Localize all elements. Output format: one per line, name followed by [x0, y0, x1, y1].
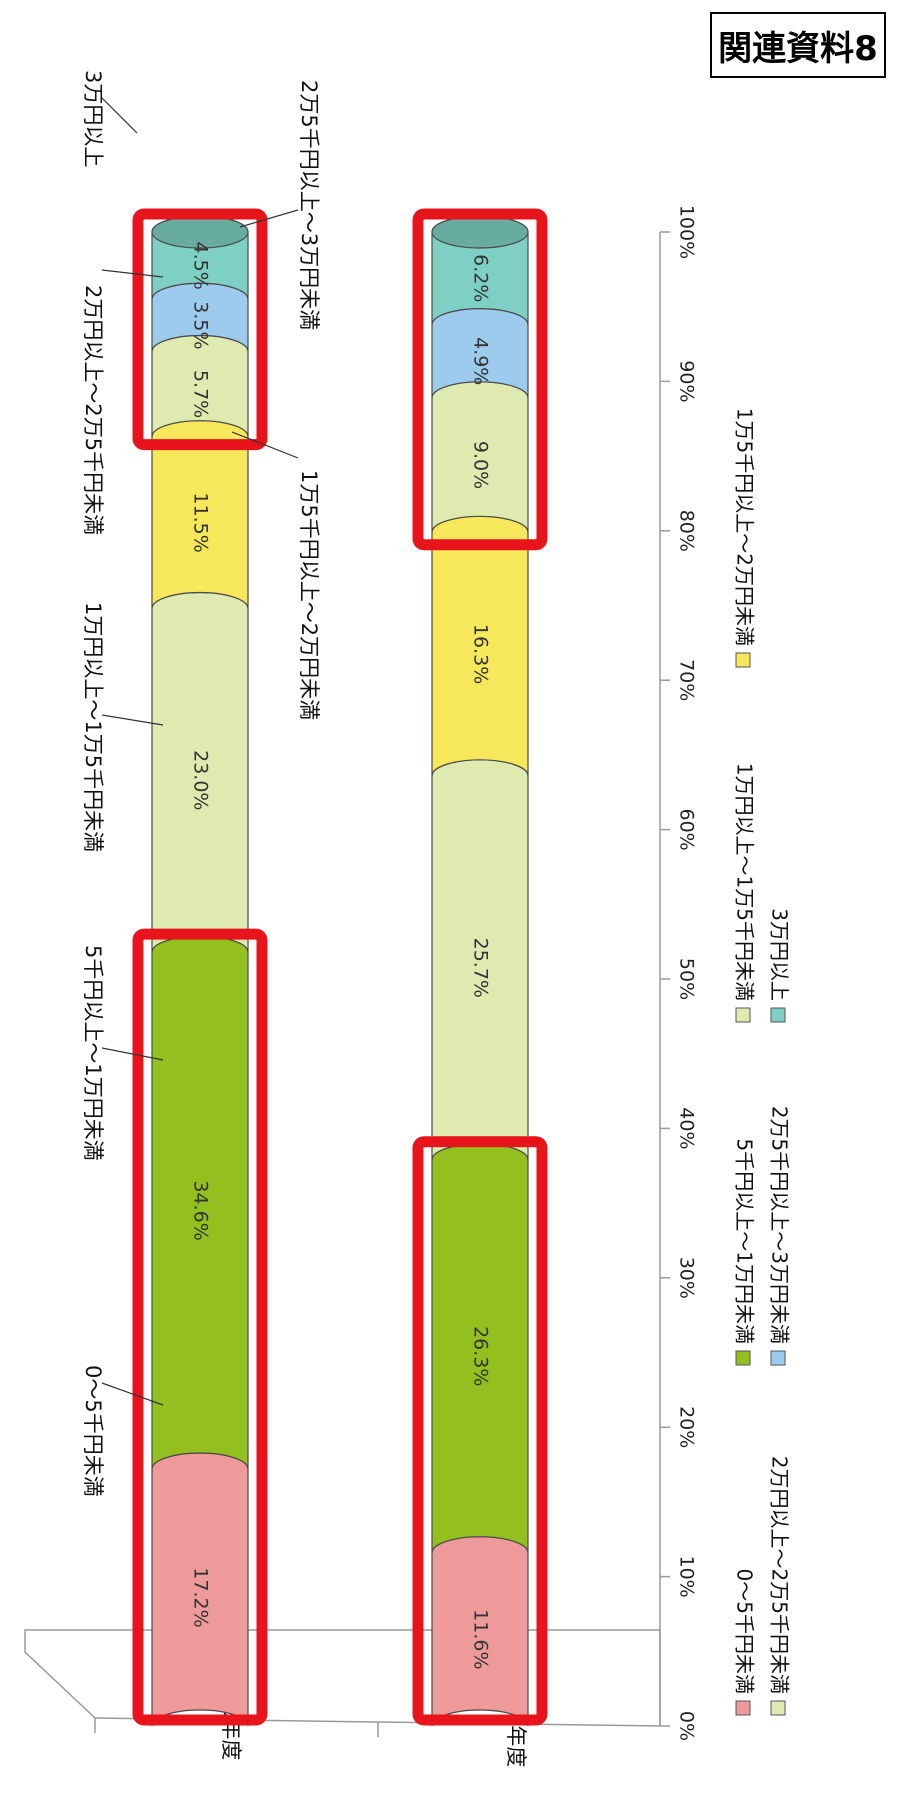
- tick-label: 30%: [676, 1257, 698, 1299]
- highlight-boxes: [132, 208, 548, 1726]
- bars: 17.2% 34.6% 23.0% 11.5% 5.7% 3.5% 4.5% 11.6% 26.…: [151, 215, 529, 1727]
- data-label: 26.3%: [470, 1326, 492, 1386]
- highlight-box: [132, 208, 268, 451]
- legend-swatch: [770, 1700, 786, 1716]
- data-label: 9.0%: [470, 441, 492, 489]
- leader-line: [101, 269, 164, 278]
- data-label: 11.5%: [190, 492, 212, 552]
- leader-line: [101, 97, 138, 134]
- legend-swatch: [735, 652, 751, 668]
- data-label: 17.2%: [190, 1567, 212, 1627]
- document-badge: 関連資料8: [710, 12, 886, 78]
- floor-outline: [24, 1629, 661, 1726]
- annotation-label: 2万円以上～2万5千円未満: [81, 285, 105, 535]
- data-label: 4.9%: [470, 337, 492, 385]
- tick-label: 40%: [676, 1107, 698, 1149]
- tick-label: 60%: [676, 808, 698, 850]
- data-label: 25.7%: [470, 938, 492, 998]
- legend-swatch: [770, 1350, 786, 1366]
- legend-label: 3万円以上: [768, 908, 792, 1001]
- legend-swatch: [735, 1007, 751, 1023]
- highlight-box: [412, 1136, 548, 1726]
- highlight-box: [132, 928, 268, 1726]
- data-label: 6.2%: [470, 254, 492, 302]
- annotation-label: 5千円以上～1万円未満: [81, 945, 105, 1161]
- legend: 0～5千円未満 5千円以上～1万円未満 1万円以上～1万5千円未満 1万5千円以上～2…: [733, 408, 792, 1716]
- tick-label: 70%: [676, 659, 698, 701]
- annotation-label: 1万円以上～1万5千円未満: [81, 602, 105, 852]
- leader-line: [101, 714, 164, 726]
- chart-frame: [24, 1629, 661, 1737]
- legend-label: 0～5千円未満: [733, 1569, 757, 1694]
- tick-label: 80%: [676, 510, 698, 552]
- tick-label: 50%: [676, 958, 698, 1000]
- legend-swatch: [735, 1700, 751, 1716]
- leader-line: [101, 1047, 164, 1061]
- leader-line: [101, 1382, 164, 1406]
- legend-label: 1万5千円以上～2万円未満: [733, 408, 757, 646]
- data-label: 34.6%: [190, 1180, 212, 1240]
- value-axis: 0% 10% 20% 30% 40% 50% 60% 70% 80% 90% 100%: [659, 205, 698, 1741]
- bar-cap: [431, 215, 529, 249]
- highlight-box: [412, 208, 548, 551]
- legend-label: 1万円以上～1万5千円未満: [733, 763, 757, 1001]
- legend-swatch: [770, 1007, 786, 1023]
- legend-label: 2万5千円以上～3万円未満: [768, 1106, 792, 1344]
- leader-line: [239, 209, 299, 228]
- legend-label: 5千円以上～1万円未満: [733, 1139, 757, 1344]
- legend-label: 2万円以上～2万5千円未満: [768, 1456, 792, 1694]
- data-label: 23.0%: [190, 750, 212, 810]
- annotations: 0～5千円未満 5千円以上～1万円未満 1万円以上～1万5千円未満 1万5千円以上～2…: [81, 70, 321, 1497]
- data-label: 3.5%: [190, 301, 212, 349]
- annotation-label: 3万円以上: [81, 70, 105, 167]
- tick-label: 90%: [676, 360, 698, 402]
- data-label: 4.5%: [190, 241, 212, 289]
- tick-label: 0%: [676, 1711, 698, 1741]
- tick-label: 10%: [676, 1555, 698, 1597]
- legend-swatch: [735, 1350, 751, 1366]
- annotation-label: 0～5千円未満: [81, 1365, 105, 1497]
- data-label: 11.6%: [470, 1609, 492, 1669]
- data-label: 5.7%: [190, 370, 212, 418]
- leader-line: [231, 431, 299, 459]
- tick-label: 20%: [676, 1406, 698, 1448]
- annotation-label: 1万5千円以上～2万円未満: [297, 470, 321, 720]
- annotation-label: 2万5千円以上～3万円未満: [297, 80, 321, 330]
- tick-label: 100%: [676, 205, 698, 259]
- data-label: 16.3%: [470, 624, 492, 684]
